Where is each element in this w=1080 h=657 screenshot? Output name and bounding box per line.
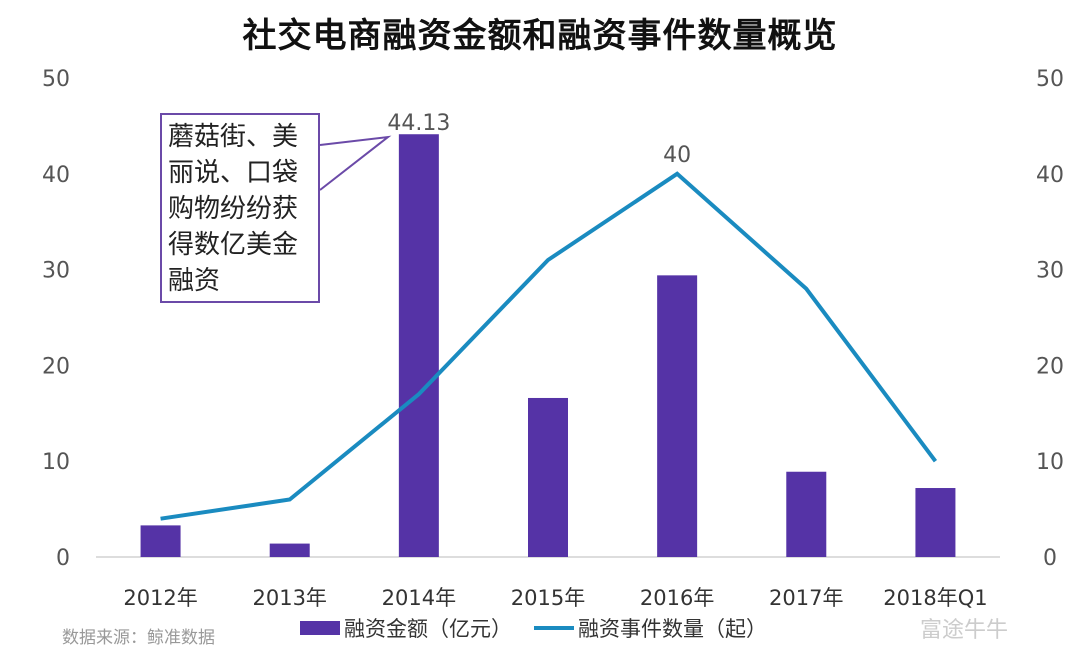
x-tick: 2013年 (252, 586, 326, 610)
chart-title: 社交电商融资金额和融资事件数量概览 (242, 16, 838, 56)
x-tick: 2012年 (123, 586, 197, 610)
y-right-tick: 50 (1036, 67, 1064, 92)
source-note: 数据来源：鲸准数据 (62, 628, 215, 648)
annotation-callout: 蘑菇街、美丽说、口袋购物纷纷获得数亿美金融资 (160, 113, 320, 303)
bar (140, 525, 181, 557)
watermark: 富途牛牛 (920, 618, 1009, 643)
y-left-tick: 20 (42, 354, 70, 379)
bar (657, 275, 698, 557)
bar (398, 134, 439, 557)
line-data-label: 40 (663, 143, 691, 168)
y-left-tick: 30 (42, 259, 70, 284)
x-tick: 2017年 (769, 586, 843, 610)
legend-line-swatch (534, 626, 574, 630)
legend: 融资金额（亿元） 融资事件数量（起） (300, 613, 767, 643)
legend-bar-label: 融资金额（亿元） (344, 617, 512, 641)
y-right-tick: 40 (1036, 163, 1064, 188)
y-left-tick: 50 (42, 67, 70, 92)
bar (786, 471, 827, 557)
bar (915, 488, 956, 557)
y-right-tick: 10 (1036, 450, 1064, 475)
y-right-tick: 20 (1036, 354, 1064, 379)
x-tick: 2015年 (511, 586, 585, 610)
callout-pointer (319, 135, 392, 191)
y-left-tick: 40 (42, 163, 70, 188)
bar-data-label: 44.13 (387, 111, 450, 136)
legend-bar-swatch (300, 621, 340, 635)
y-left-tick: 0 (56, 546, 70, 571)
x-tick: 2014年 (382, 586, 456, 610)
y-left-tick: 10 (42, 450, 70, 475)
legend-line-label: 融资事件数量（起） (578, 617, 767, 641)
y-right-tick: 30 (1036, 259, 1064, 284)
bar (269, 543, 310, 557)
bar (528, 397, 568, 557)
x-tick: 2016年 (640, 586, 714, 610)
x-tick: 2018年Q1 (883, 586, 987, 610)
y-right-tick: 0 (1043, 546, 1057, 571)
